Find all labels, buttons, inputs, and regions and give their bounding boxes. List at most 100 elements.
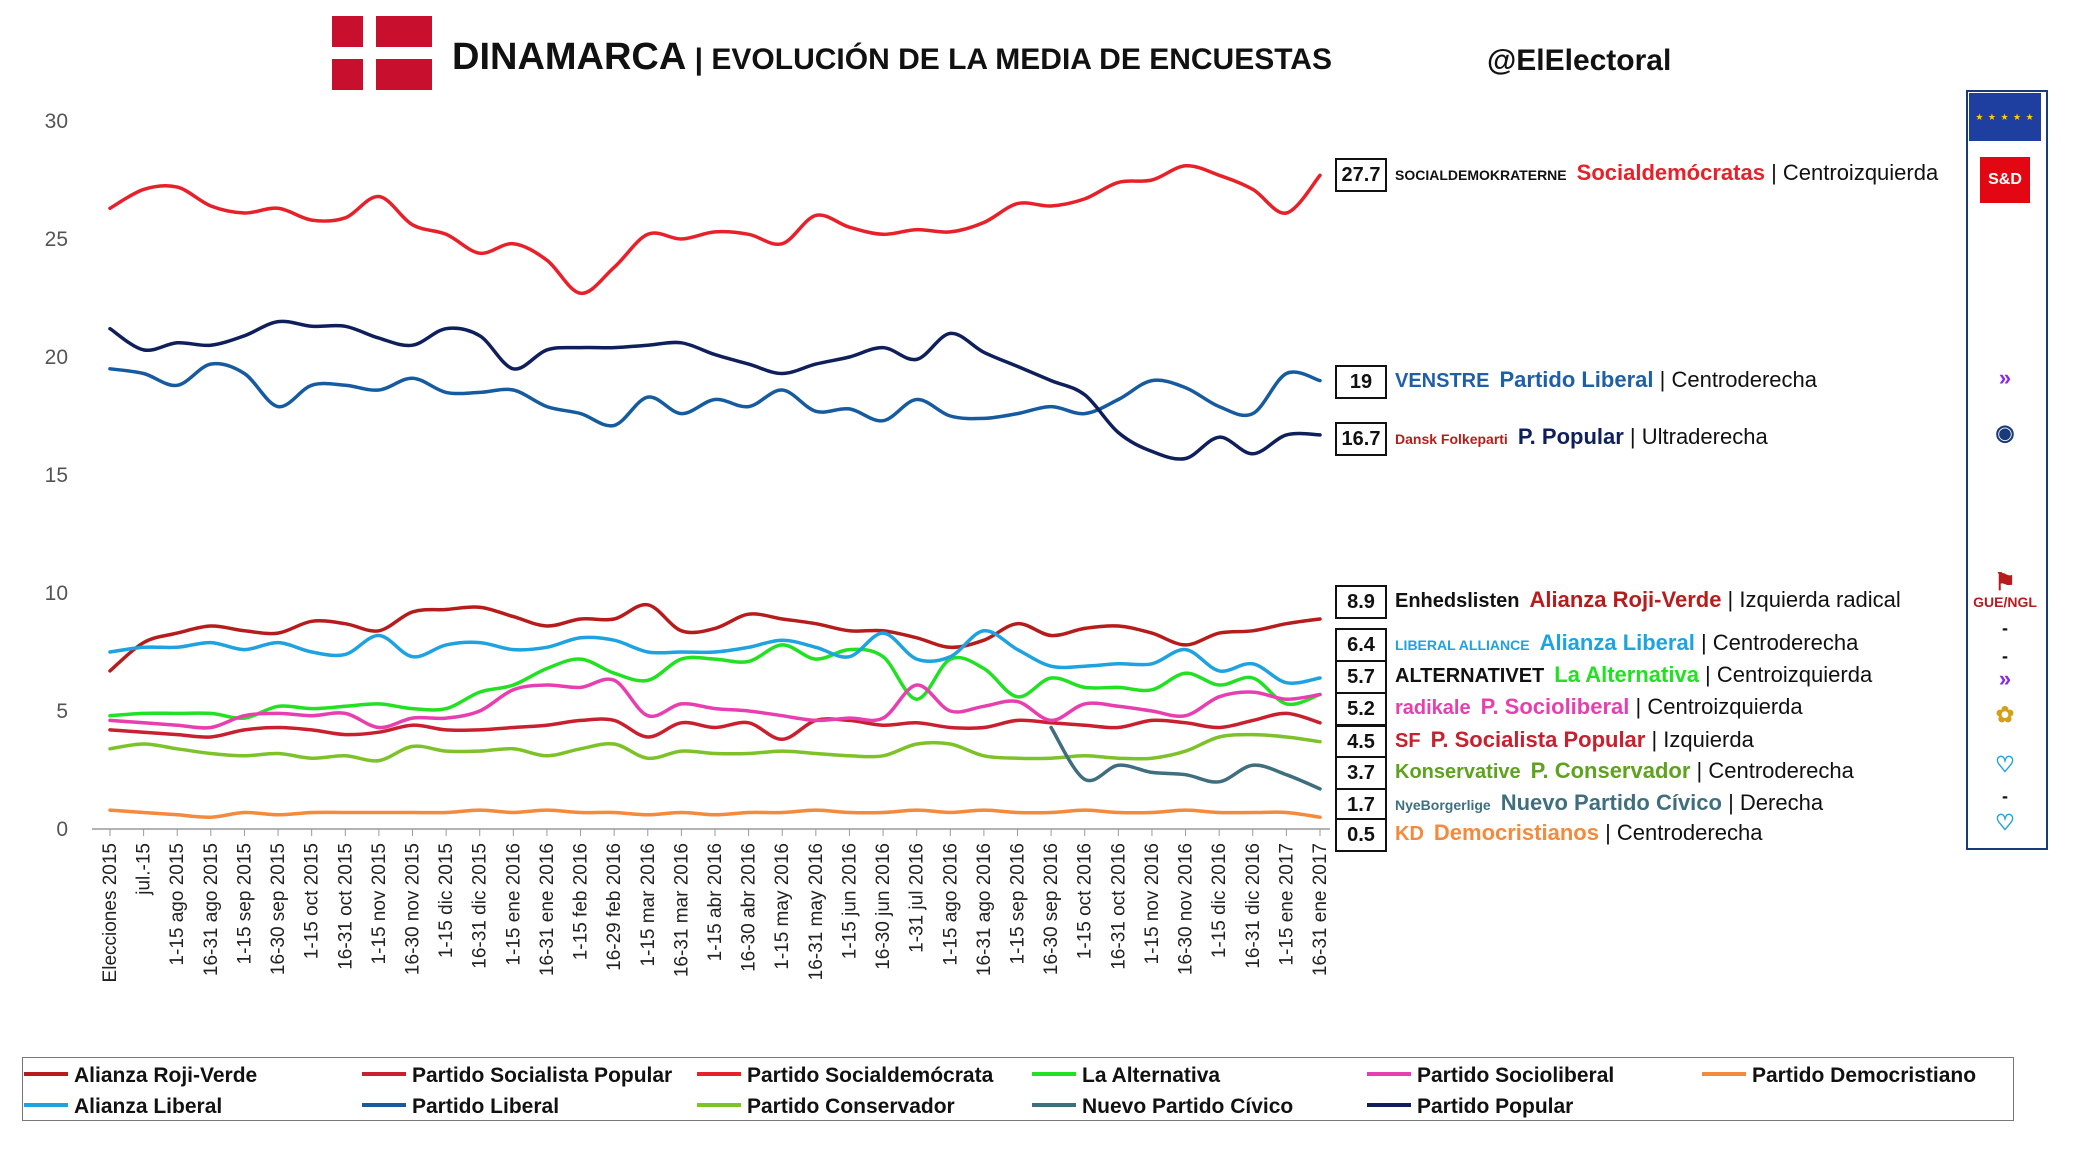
legend-swatch bbox=[697, 1072, 741, 1077]
party-logo: KD bbox=[1395, 823, 1424, 845]
y-tick-label: 15 bbox=[45, 464, 68, 487]
legend-swatch bbox=[1032, 1072, 1076, 1077]
legend-label: Partido Socialista Popular bbox=[412, 1064, 673, 1087]
x-tick-label: 1-31 jul 2016 bbox=[907, 843, 928, 953]
legend-item: Alianza Liberal bbox=[24, 1095, 222, 1119]
latest-value-box: 27.7 bbox=[1335, 158, 1387, 192]
legend-item: Partido Popular bbox=[1367, 1095, 1573, 1119]
x-tick-label: 1-15 ago 2015 bbox=[167, 843, 188, 966]
party-logo: NyeBorgerlige bbox=[1395, 797, 1491, 813]
party-label: KD Democristianos | Centroderecha bbox=[1395, 820, 1762, 846]
party-ideology: | Centroizquierda bbox=[1764, 160, 1939, 185]
latest-value-box: 5.7 bbox=[1335, 660, 1387, 694]
sidebar-dash: - bbox=[2002, 786, 2008, 806]
eu-flag-icon: ★ ★ ★ ★ ★ bbox=[1969, 93, 2041, 141]
party-ideology: | Derecha bbox=[1721, 790, 1824, 815]
latest-value-box: 3.7 bbox=[1335, 756, 1387, 790]
gue-ngl-flag-icon: ⚑ bbox=[1994, 569, 2016, 596]
party-label: SOCIALDEMOKRATERNE Socialdemócratas | Cen… bbox=[1395, 160, 1938, 186]
party-name: P. Popular bbox=[1517, 424, 1624, 449]
party-ideology: | Centroizquierda bbox=[1629, 694, 1803, 719]
x-tick-label: 16-31 dic 2016 bbox=[1243, 843, 1264, 969]
party-name: Socialdemócratas bbox=[1576, 160, 1765, 185]
legend-swatch bbox=[24, 1072, 68, 1077]
legend-item: Partido Liberal bbox=[362, 1095, 559, 1119]
legend-label: Partido Popular bbox=[1417, 1095, 1574, 1118]
party-label: NyeBorgerlige Nuevo Partido Cívico | Dere… bbox=[1395, 790, 1823, 816]
legend-item: La Alternativa bbox=[1032, 1064, 1220, 1088]
ecr-group-icon: ◉ bbox=[1995, 420, 2015, 445]
y-tick-label: 30 bbox=[45, 110, 68, 133]
x-tick-label: 16-31 oct 2015 bbox=[335, 843, 356, 970]
party-logo: Enhedslisten bbox=[1395, 590, 1520, 612]
legend-label: Partido Socialdemócrata bbox=[747, 1064, 994, 1087]
party-name: Partido Liberal bbox=[1499, 367, 1654, 392]
party-ideology: | Centroderecha bbox=[1598, 820, 1763, 845]
series-line-la-alternativa bbox=[108, 643, 1322, 721]
legend-swatch bbox=[1702, 1072, 1746, 1077]
y-tick-label: 20 bbox=[45, 346, 68, 369]
y-tick-label: 25 bbox=[45, 228, 68, 251]
x-tick-label: 1-15 ago 2016 bbox=[940, 843, 961, 966]
latest-value-box: 0.5 bbox=[1335, 818, 1387, 852]
legend-label: Partido Socioliberal bbox=[1417, 1064, 1615, 1087]
party-ideology: | Izquierda radical bbox=[1721, 587, 1901, 612]
party-name: Alianza Roji-Verde bbox=[1529, 587, 1722, 612]
x-tick-label: 1-15 oct 2016 bbox=[1075, 843, 1096, 959]
sidebar-dash: - bbox=[2002, 646, 2008, 666]
x-tick-label: 16-31 ene 2017 bbox=[1310, 843, 1331, 976]
epp-heart-icon: ♡ bbox=[1995, 810, 2015, 835]
party-name: Democristianos bbox=[1433, 820, 1599, 845]
x-tick-label: 1-15 dic 2015 bbox=[436, 843, 457, 958]
party-name: Nuevo Partido Cívico bbox=[1500, 790, 1722, 815]
legend-label: Alianza Liberal bbox=[74, 1095, 223, 1118]
x-tick-label: 16-31 may 2016 bbox=[806, 843, 827, 980]
x-tick-label: 1-15 abr 2016 bbox=[705, 843, 726, 961]
legend-item: Nuevo Partido Cívico bbox=[1032, 1095, 1293, 1119]
party-logo: VENSTRE bbox=[1395, 370, 1490, 392]
latest-value-box: 6.4 bbox=[1335, 628, 1387, 662]
x-tick-label: 1-15 feb 2016 bbox=[571, 843, 592, 960]
legend-item: Alianza Roji-Verde bbox=[24, 1064, 257, 1088]
party-name: La Alternativa bbox=[1554, 662, 1699, 687]
y-tick-label: 10 bbox=[45, 582, 68, 605]
x-tick-label: 16-30 abr 2016 bbox=[739, 843, 760, 972]
party-logo: radikale bbox=[1395, 697, 1471, 719]
x-tick-label: 16-31 ago 2015 bbox=[201, 843, 222, 976]
greens-efa-icon: ✿ bbox=[1995, 702, 2015, 727]
eu-group-sidebar bbox=[1966, 90, 2048, 850]
legend-swatch bbox=[24, 1103, 68, 1108]
party-ideology: | Izquierda bbox=[1645, 727, 1754, 752]
latest-value-box: 1.7 bbox=[1335, 788, 1387, 822]
renew-chevron-icon: » bbox=[1998, 365, 2012, 390]
party-name: P. Socialista Popular bbox=[1430, 727, 1646, 752]
party-ideology: | Centroderecha bbox=[1690, 758, 1854, 783]
party-logo: SOCIALDEMOKRATERNE bbox=[1395, 167, 1567, 183]
party-name: Alianza Liberal bbox=[1539, 630, 1695, 655]
legend-item: Partido Democristiano bbox=[1702, 1064, 1976, 1088]
latest-value-box: 4.5 bbox=[1335, 725, 1387, 759]
series-line-partido-popular bbox=[108, 319, 1322, 461]
party-ideology: | Centroderecha bbox=[1653, 367, 1817, 392]
party-ideology: | Ultraderecha bbox=[1623, 424, 1768, 449]
x-tick-label: 16-31 mar 2016 bbox=[671, 843, 692, 977]
series-line-alianza-roji-verde bbox=[108, 602, 1322, 673]
y-tick-label: 0 bbox=[56, 818, 68, 841]
series-line-partido-democristiano bbox=[108, 808, 1322, 819]
title-subtitle: EVOLUCIÓN DE LA MEDIA DE ENCUESTAS bbox=[711, 43, 1332, 76]
legend-label: Partido Liberal bbox=[412, 1095, 560, 1118]
x-tick-label: 1-15 jun 2016 bbox=[839, 843, 860, 959]
legend-item: Partido Socialdemócrata bbox=[697, 1064, 993, 1088]
legend-item: Partido Conservador bbox=[697, 1095, 955, 1119]
sd-group-icon: S&D bbox=[1980, 157, 2030, 203]
y-tick-label: 5 bbox=[56, 700, 68, 723]
x-tick-label: 16-29 feb 2016 bbox=[604, 843, 625, 971]
series-line-partido-conservador bbox=[108, 732, 1322, 763]
x-tick-label: 1-15 mar 2016 bbox=[638, 843, 659, 967]
gue-ngl-group-icon: ⚑ GUE/NGL bbox=[1966, 569, 2044, 611]
series-line-partido-liberal bbox=[108, 361, 1322, 428]
party-logo: ALTERNATIVET bbox=[1395, 665, 1545, 687]
chart-legend bbox=[22, 1057, 2014, 1121]
legend-label: Alianza Roji-Verde bbox=[74, 1064, 258, 1087]
x-tick-label: 16-31 oct 2016 bbox=[1108, 843, 1129, 970]
